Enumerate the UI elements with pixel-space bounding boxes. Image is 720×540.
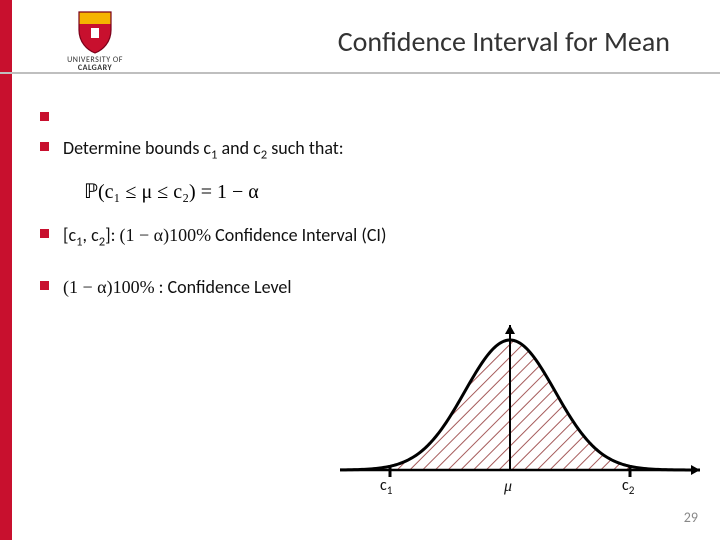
bullet-3-text: [c1, c2]: (1 − α)100% Confidence Interva…	[63, 222, 680, 252]
shield-icon	[75, 10, 115, 54]
bullet-2: Determine bounds c1 and c2 such that:	[40, 135, 680, 165]
c1-label: c1	[380, 476, 392, 498]
logo-line2: CALGARY	[50, 64, 140, 72]
mu-label: μ	[504, 478, 512, 496]
page-number: 29	[684, 509, 698, 526]
c2-label: c2	[622, 476, 634, 498]
bullet-icon	[40, 229, 49, 238]
slide: UNIVERSITY OF CALGARY Confidence Interva…	[0, 0, 720, 540]
bullet-icon	[40, 112, 49, 121]
university-logo: UNIVERSITY OF CALGARY	[50, 10, 140, 72]
slide-title: Confidence Interval for Mean	[338, 24, 670, 59]
normal-curve-chart: c1 c2 μ	[330, 320, 710, 510]
accent-bar	[0, 0, 12, 540]
content-area: Determine bounds c1 and c2 such that: ℙ(…	[40, 105, 680, 314]
bullet-icon	[40, 281, 49, 290]
bullet-4: (1 − α)100% : Confidence Level	[40, 274, 680, 300]
probability-formula: ℙ(c₁ ≤ μ ≤ c₂) = 1 − α	[84, 179, 680, 204]
bullet-1	[40, 105, 680, 121]
bullet-3: [c1, c2]: (1 − α)100% Confidence Interva…	[40, 222, 680, 252]
bullet-icon	[40, 142, 49, 151]
bullet-4-text: (1 − α)100% : Confidence Level	[63, 274, 680, 300]
bullet-2-text: Determine bounds c1 and c2 such that:	[63, 135, 680, 165]
